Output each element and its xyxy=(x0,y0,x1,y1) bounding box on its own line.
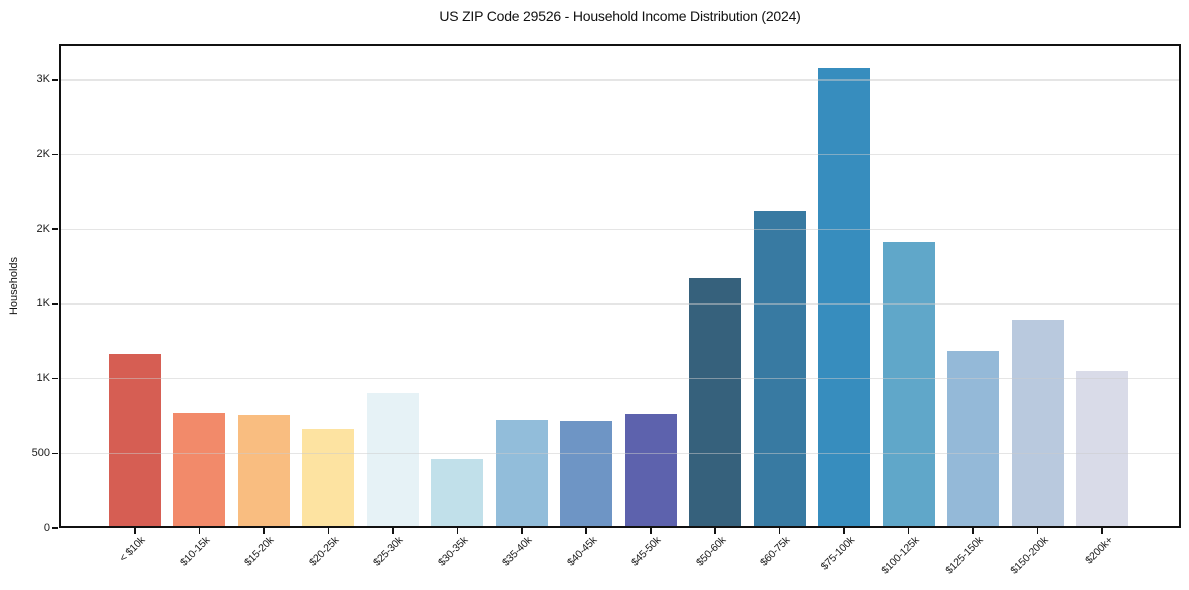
x-tick-label: $35-40k xyxy=(500,534,535,569)
x-tick-mark xyxy=(649,528,652,534)
y-tick-label: 1K xyxy=(36,372,50,385)
bar xyxy=(560,421,613,528)
y-tick-mark xyxy=(52,452,58,455)
x-tick-mark xyxy=(843,528,845,534)
bar xyxy=(882,241,935,528)
x-tick-label: $150-200k xyxy=(1008,534,1051,577)
x-tick-mark xyxy=(198,528,201,534)
y-tick-mark xyxy=(52,527,58,529)
bar xyxy=(624,413,677,528)
y-tick-mark xyxy=(52,377,58,380)
x-tick-mark xyxy=(327,528,330,534)
y-tick-mark xyxy=(52,153,58,156)
y-tick-label: 2K xyxy=(36,222,50,235)
x-tick-label: $100-125k xyxy=(879,534,922,577)
chart-title: US ZIP Code 29526 - Household Income Dis… xyxy=(439,8,801,24)
bar xyxy=(366,392,419,528)
y-tick-label: 0 xyxy=(43,521,50,534)
y-tick-mark xyxy=(52,79,58,81)
x-tick-label: $60-75k xyxy=(758,534,793,569)
x-tick-label: < $10k xyxy=(117,534,148,565)
y-tick-mark xyxy=(52,228,58,231)
x-tick-mark xyxy=(714,528,717,534)
x-tick-label: $10-15k xyxy=(177,534,213,569)
x-tick-mark xyxy=(1101,528,1103,534)
x-tick-mark xyxy=(778,528,781,534)
bar xyxy=(431,458,484,528)
bar xyxy=(818,67,871,528)
x-tick-label: $50-60k xyxy=(693,534,729,569)
bar xyxy=(1011,319,1064,528)
x-tick-label: $200k+ xyxy=(1082,534,1115,567)
y-tick-label: 1K xyxy=(36,297,50,310)
plot-area xyxy=(59,44,1181,528)
x-tick-label: $30-35k xyxy=(435,534,471,569)
bar xyxy=(173,412,226,528)
x-tick-mark xyxy=(263,528,265,534)
x-tick-mark xyxy=(521,528,523,534)
x-tick-label: $75-100k xyxy=(818,534,857,573)
gridline xyxy=(59,303,1181,305)
x-tick-mark xyxy=(907,528,910,534)
y-tick-mark xyxy=(52,303,58,305)
bar xyxy=(947,350,1000,528)
bar xyxy=(495,419,548,528)
x-tick-label: $125-150k xyxy=(943,534,986,577)
bar xyxy=(109,353,161,528)
y-tick-label: 3K xyxy=(36,73,50,86)
x-tick-mark xyxy=(456,528,459,534)
bar xyxy=(689,277,742,528)
x-tick-label: $40-45k xyxy=(564,534,600,569)
gridline xyxy=(59,79,1181,81)
x-tick-mark xyxy=(134,528,136,534)
bar xyxy=(753,210,806,528)
bar xyxy=(302,428,355,528)
x-tick-label: $20-25k xyxy=(306,534,342,569)
x-tick-label: $25-30k xyxy=(371,534,406,569)
gridline xyxy=(59,228,1181,230)
gridline xyxy=(59,153,1181,156)
bar xyxy=(1076,371,1129,528)
x-tick-mark xyxy=(972,528,974,534)
x-tick-mark xyxy=(1036,528,1039,534)
x-tick-mark xyxy=(585,528,588,534)
y-tick-label: 2K xyxy=(36,148,50,161)
x-tick-label: $45-50k xyxy=(629,534,664,569)
bar xyxy=(237,415,290,528)
y-tick-label: 500 xyxy=(31,446,50,459)
x-tick-mark xyxy=(392,528,394,534)
x-tick-label: $15-20k xyxy=(242,534,277,569)
